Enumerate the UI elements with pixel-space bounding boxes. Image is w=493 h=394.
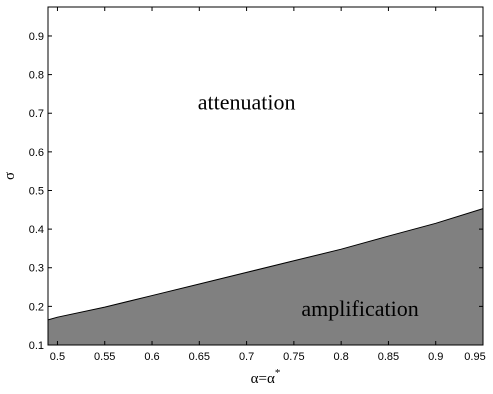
y-tick-label: 0.8 [29, 70, 44, 82]
region-label: amplification [301, 296, 418, 321]
x-axis-label: α=α* [251, 367, 281, 387]
y-tick-label: 0.9 [29, 31, 44, 43]
y-tick-label: 0.4 [29, 224, 44, 236]
x-tick-label: 0.6 [144, 351, 159, 363]
amplification-area [48, 208, 483, 345]
x-tick-label: 0.65 [189, 351, 210, 363]
axes-frame [47, 6, 484, 346]
x-tick-label: 0.9 [428, 351, 443, 363]
x-tick-label: 0.8 [334, 351, 349, 363]
x-tick-label: 0.75 [283, 351, 304, 363]
y-tick-label: 0.7 [29, 108, 44, 120]
x-tick-label: 0.95 [464, 351, 485, 363]
x-tick-label: 0.85 [378, 351, 399, 363]
x-tick-label: 0.7 [239, 351, 254, 363]
x-tick-label: 0.55 [94, 351, 115, 363]
region-label: attenuation [198, 89, 296, 114]
y-tick-label: 0.1 [29, 340, 44, 352]
y-tick-label: 0.6 [29, 147, 44, 159]
x-axis-label-superscript: * [275, 367, 281, 379]
y-tick-label: 0.2 [29, 301, 44, 313]
boundary-line [47, 208, 484, 321]
y-axis-label: σ [2, 172, 18, 180]
x-tick-label: 0.5 [50, 351, 65, 363]
y-tick-label: 0.3 [29, 263, 44, 275]
x-axis-label-main: α=α [251, 371, 275, 387]
y-tick-label: 0.5 [29, 185, 44, 197]
